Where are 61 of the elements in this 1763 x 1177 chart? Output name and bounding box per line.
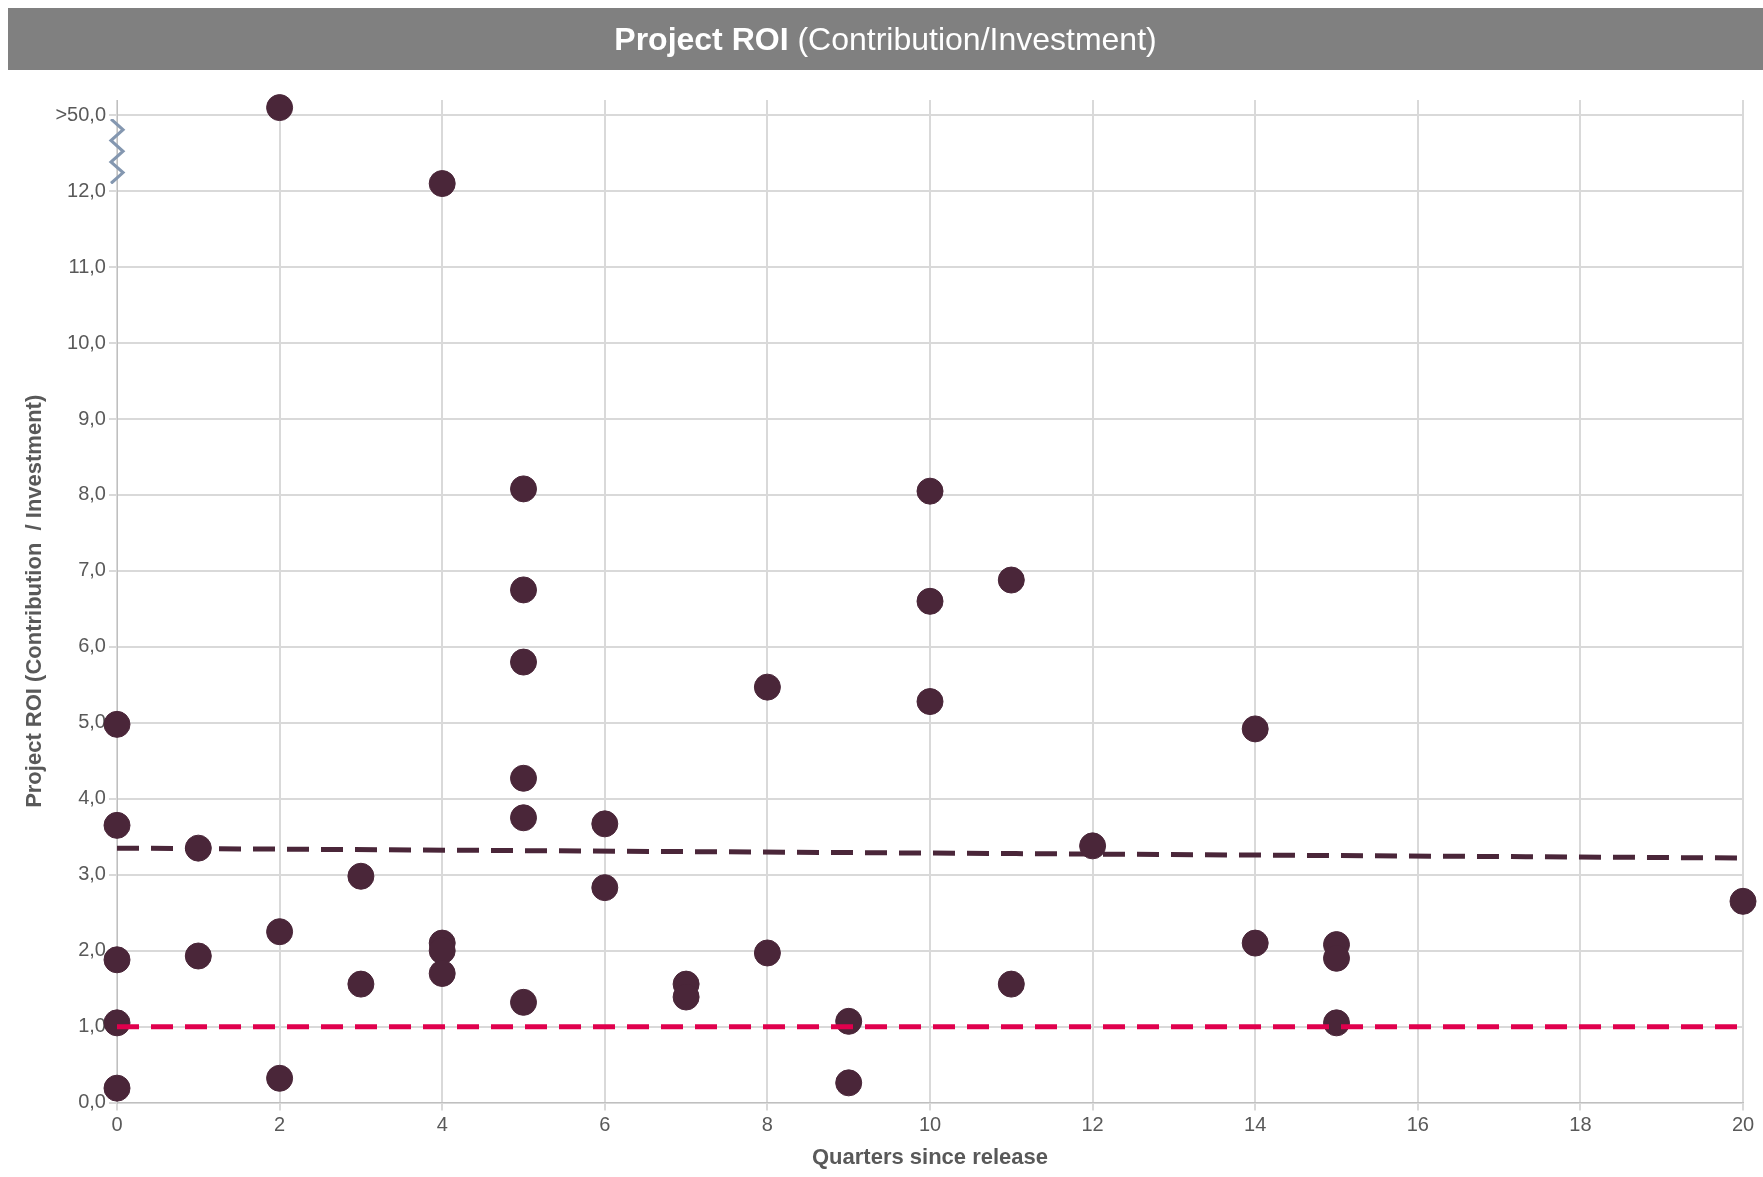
y-tick-label: >50,0: [55, 102, 107, 125]
point: [103, 946, 131, 974]
point: [266, 94, 294, 122]
point: [184, 942, 212, 970]
y-tick-label: 12,0: [67, 178, 107, 201]
point: [753, 673, 781, 701]
point: [103, 710, 131, 738]
x-tick-label: 6: [599, 1113, 611, 1136]
y-tick-label: 4,0: [78, 786, 107, 809]
y-tick-label: 6,0: [78, 634, 107, 657]
y-tick-label: 0,0: [78, 1090, 107, 1113]
point: [103, 811, 131, 839]
y-tick-label: 1,0: [78, 1014, 107, 1037]
point: [510, 475, 537, 503]
point: [184, 834, 212, 862]
point: [510, 804, 537, 832]
x-axis-title: Quarters since release: [811, 1143, 1049, 1169]
point: [266, 1064, 294, 1092]
point: [510, 764, 537, 792]
y-tick-label: 8,0: [78, 482, 107, 505]
x-tick-label: 8: [761, 1113, 773, 1136]
point: [510, 648, 537, 676]
point: [997, 970, 1025, 998]
y-tick-label: 10,0: [67, 330, 107, 353]
x-tick-label: 14: [1244, 1113, 1267, 1136]
point: [835, 1069, 863, 1097]
point: [347, 862, 375, 890]
point: [997, 566, 1025, 594]
y-tick-label: 11,0: [68, 254, 107, 277]
point: [428, 170, 456, 198]
x-tick-label: 20: [1731, 1113, 1755, 1136]
x-tick-label: 2: [274, 1113, 286, 1136]
point: [103, 1074, 131, 1102]
point: [916, 477, 944, 505]
y-tick-label: 5,0: [78, 710, 107, 733]
point: [1079, 832, 1107, 860]
x-tick-label: 18: [1569, 1113, 1592, 1136]
chart-title: Project ROI (Contribution/Investment): [8, 8, 1763, 70]
point: [510, 576, 537, 604]
point: [591, 810, 619, 838]
x-tick-label: 16: [1406, 1113, 1429, 1136]
point: [591, 874, 619, 902]
point: [1729, 887, 1757, 915]
y-tick-label: 9,0: [78, 406, 107, 429]
x-tick-label: 10: [918, 1113, 942, 1136]
point: [916, 688, 944, 716]
x-tick-label: 12: [1081, 1113, 1104, 1136]
y-axis-title: Project ROI (Contribution / Investment): [21, 394, 47, 808]
x-tick-label: 4: [436, 1113, 448, 1136]
x-tick-label: 0: [111, 1113, 123, 1136]
point: [1241, 929, 1269, 957]
point: [1241, 715, 1269, 743]
point: [428, 959, 456, 987]
point: [510, 988, 537, 1016]
y-tick-label: 7,0: [78, 558, 107, 581]
point: [266, 918, 294, 946]
y-tick-label: 2,0: [78, 938, 107, 961]
point: [916, 587, 944, 615]
point: [753, 939, 781, 967]
point: [347, 970, 375, 998]
y-tick-label: 3,0: [78, 862, 107, 885]
